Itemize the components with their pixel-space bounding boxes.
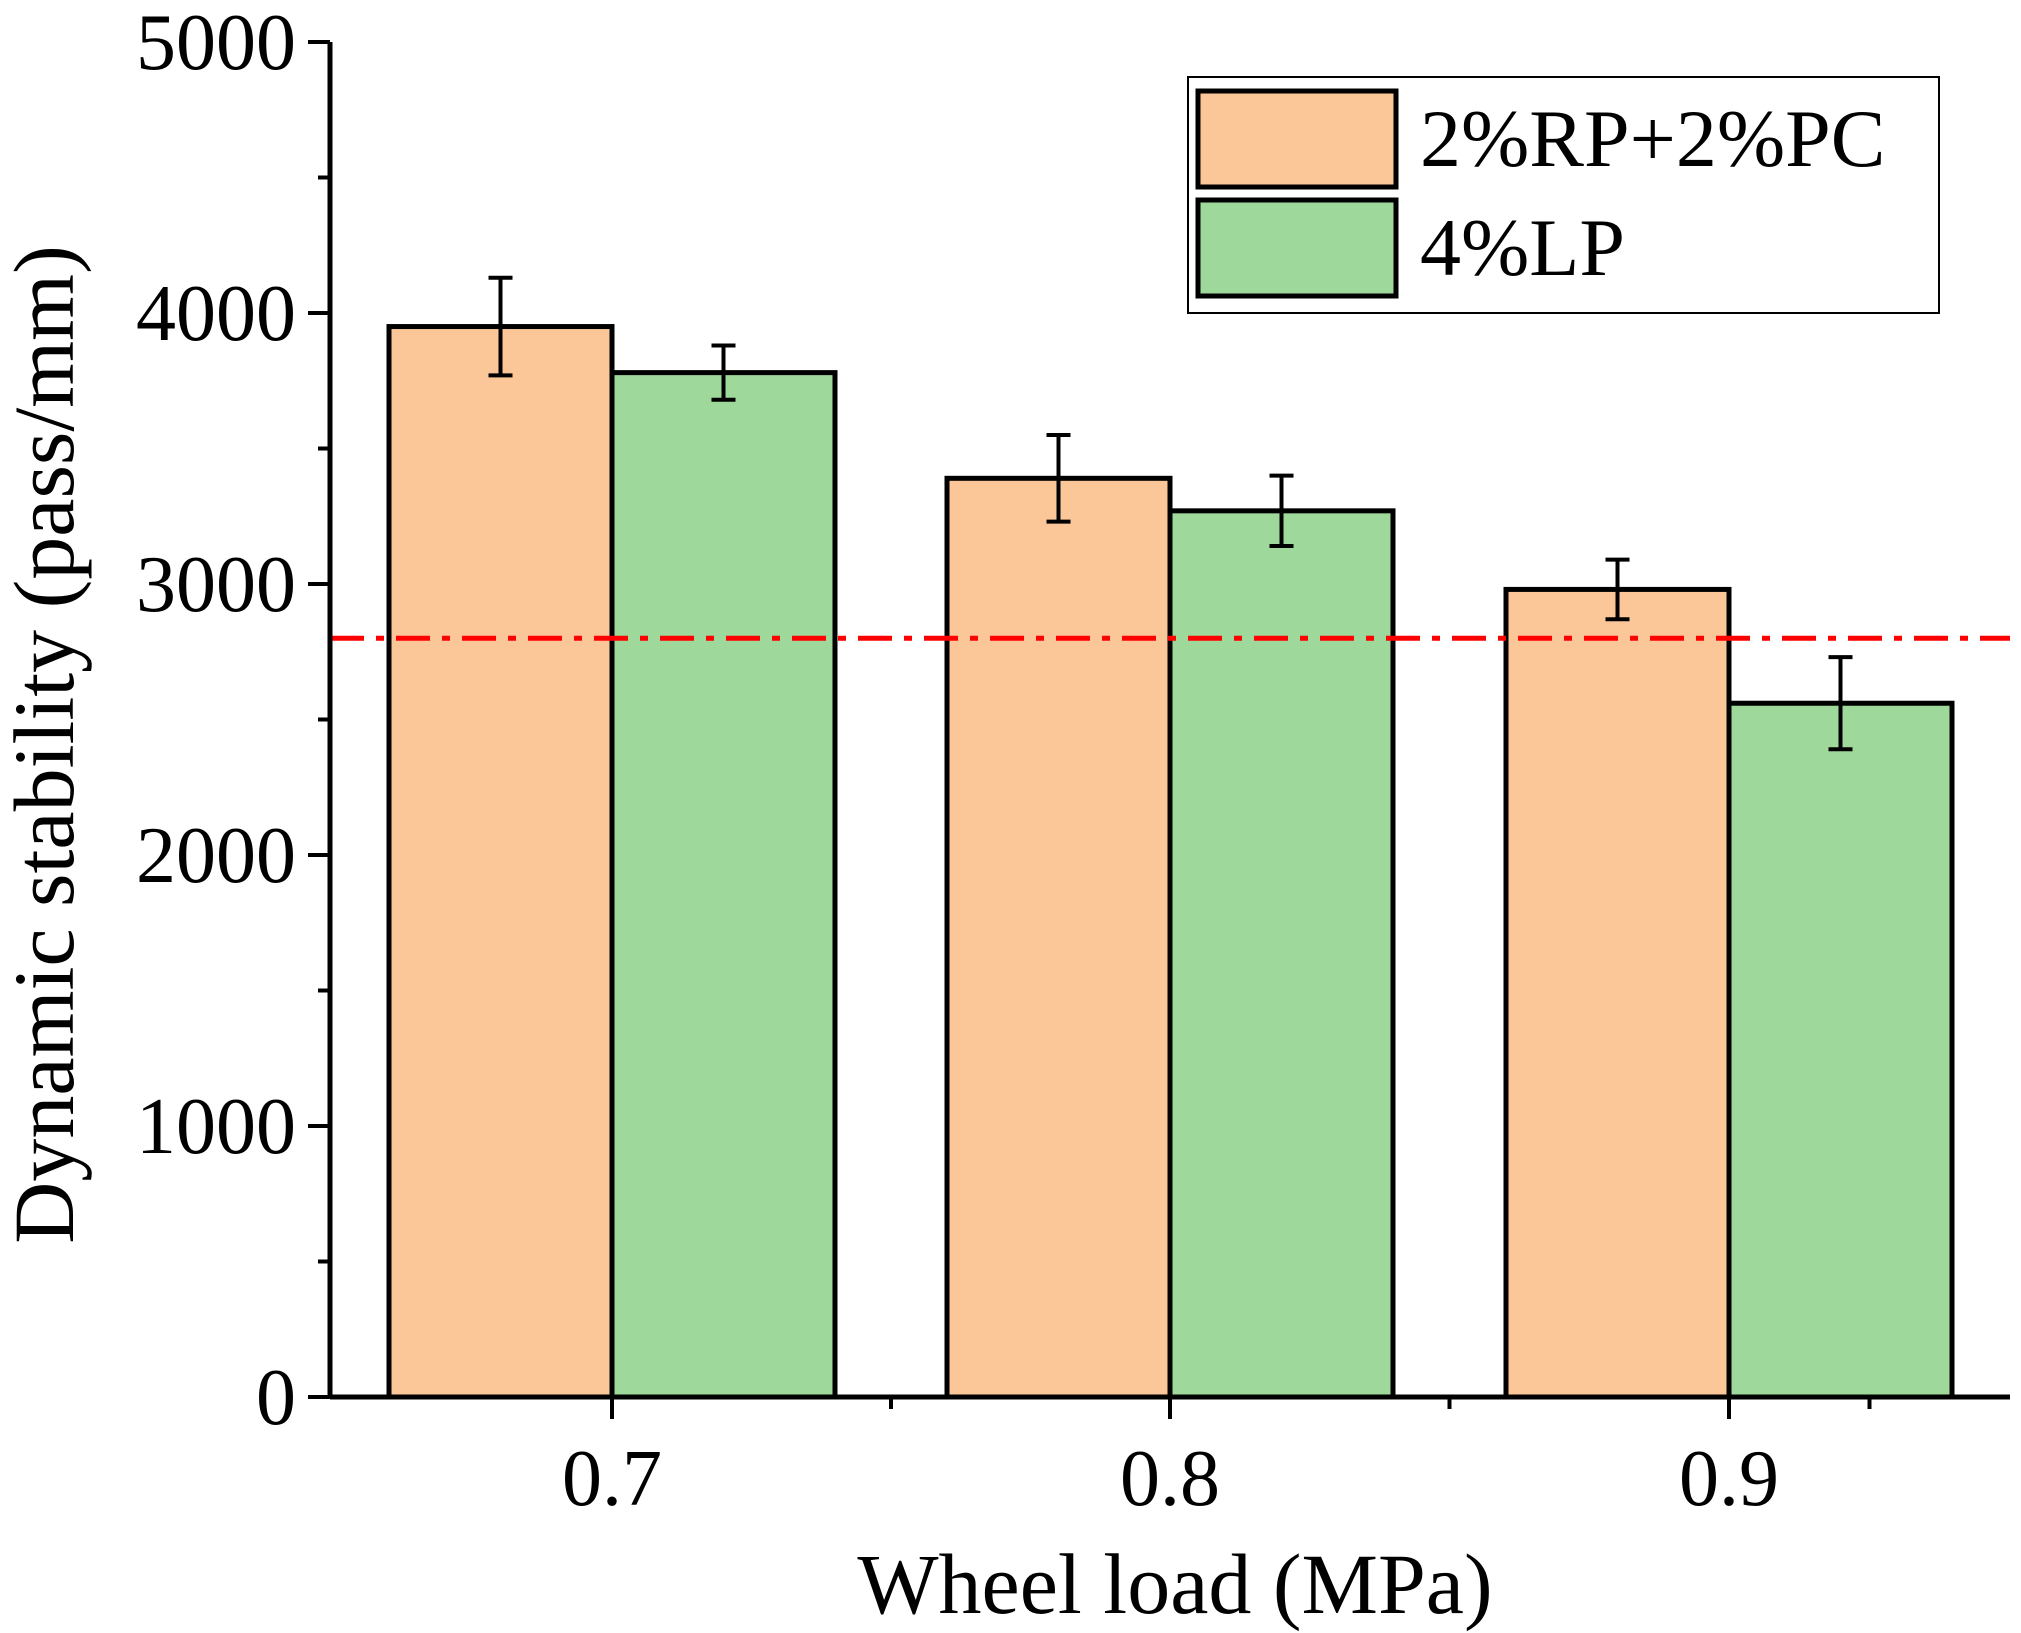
error-bars-layer: [488, 275, 1853, 752]
x-tick-label: 0.9: [1679, 1435, 1779, 1523]
bar-series2-0_9: [1726, 700, 1955, 1400]
y-tick-label: 5000: [136, 0, 296, 87]
error-bar: [488, 275, 513, 378]
error-bar: [1046, 432, 1071, 524]
error-bar: [1605, 557, 1630, 622]
error-bar: [1828, 655, 1853, 752]
y-tick-label: 4000: [136, 270, 296, 358]
bar-series1-0_9: [1503, 586, 1732, 1400]
x-tick-label: 0.8: [1120, 1435, 1220, 1523]
y-tick-label: 2000: [136, 812, 296, 900]
bar-series1-0_7: [386, 324, 615, 1400]
legend-swatch: [1195, 197, 1399, 299]
legend: 2%RP+2%PC 4%LP: [1187, 76, 1940, 314]
x-axis-title: Wheel load (MPa): [857, 1536, 1492, 1632]
x-tick-label: 0.7: [562, 1435, 662, 1523]
ticks-layer: 0 1000 2000 3000 4000 5000 0.7 0.8 0.9: [136, 0, 1872, 1523]
y-tick-label: 0: [256, 1354, 296, 1442]
y-tick-label: 3000: [136, 541, 296, 629]
y-tick-label: 1000: [136, 1083, 296, 1171]
legend-label: 2%RP+2%PC: [1420, 93, 1885, 184]
bar-series2-0_7: [609, 370, 838, 1400]
bar-series2-0_8: [1167, 508, 1396, 1400]
legend-swatch: [1195, 88, 1399, 190]
bars-layer: [386, 324, 1955, 1400]
legend-label: 4%LP: [1420, 202, 1625, 293]
y-axis-title: Dynamic stability (pass/mm): [0, 245, 92, 1243]
error-bar: [1269, 473, 1294, 549]
bar-series1-0_8: [944, 475, 1173, 1400]
error-bar: [711, 343, 736, 402]
